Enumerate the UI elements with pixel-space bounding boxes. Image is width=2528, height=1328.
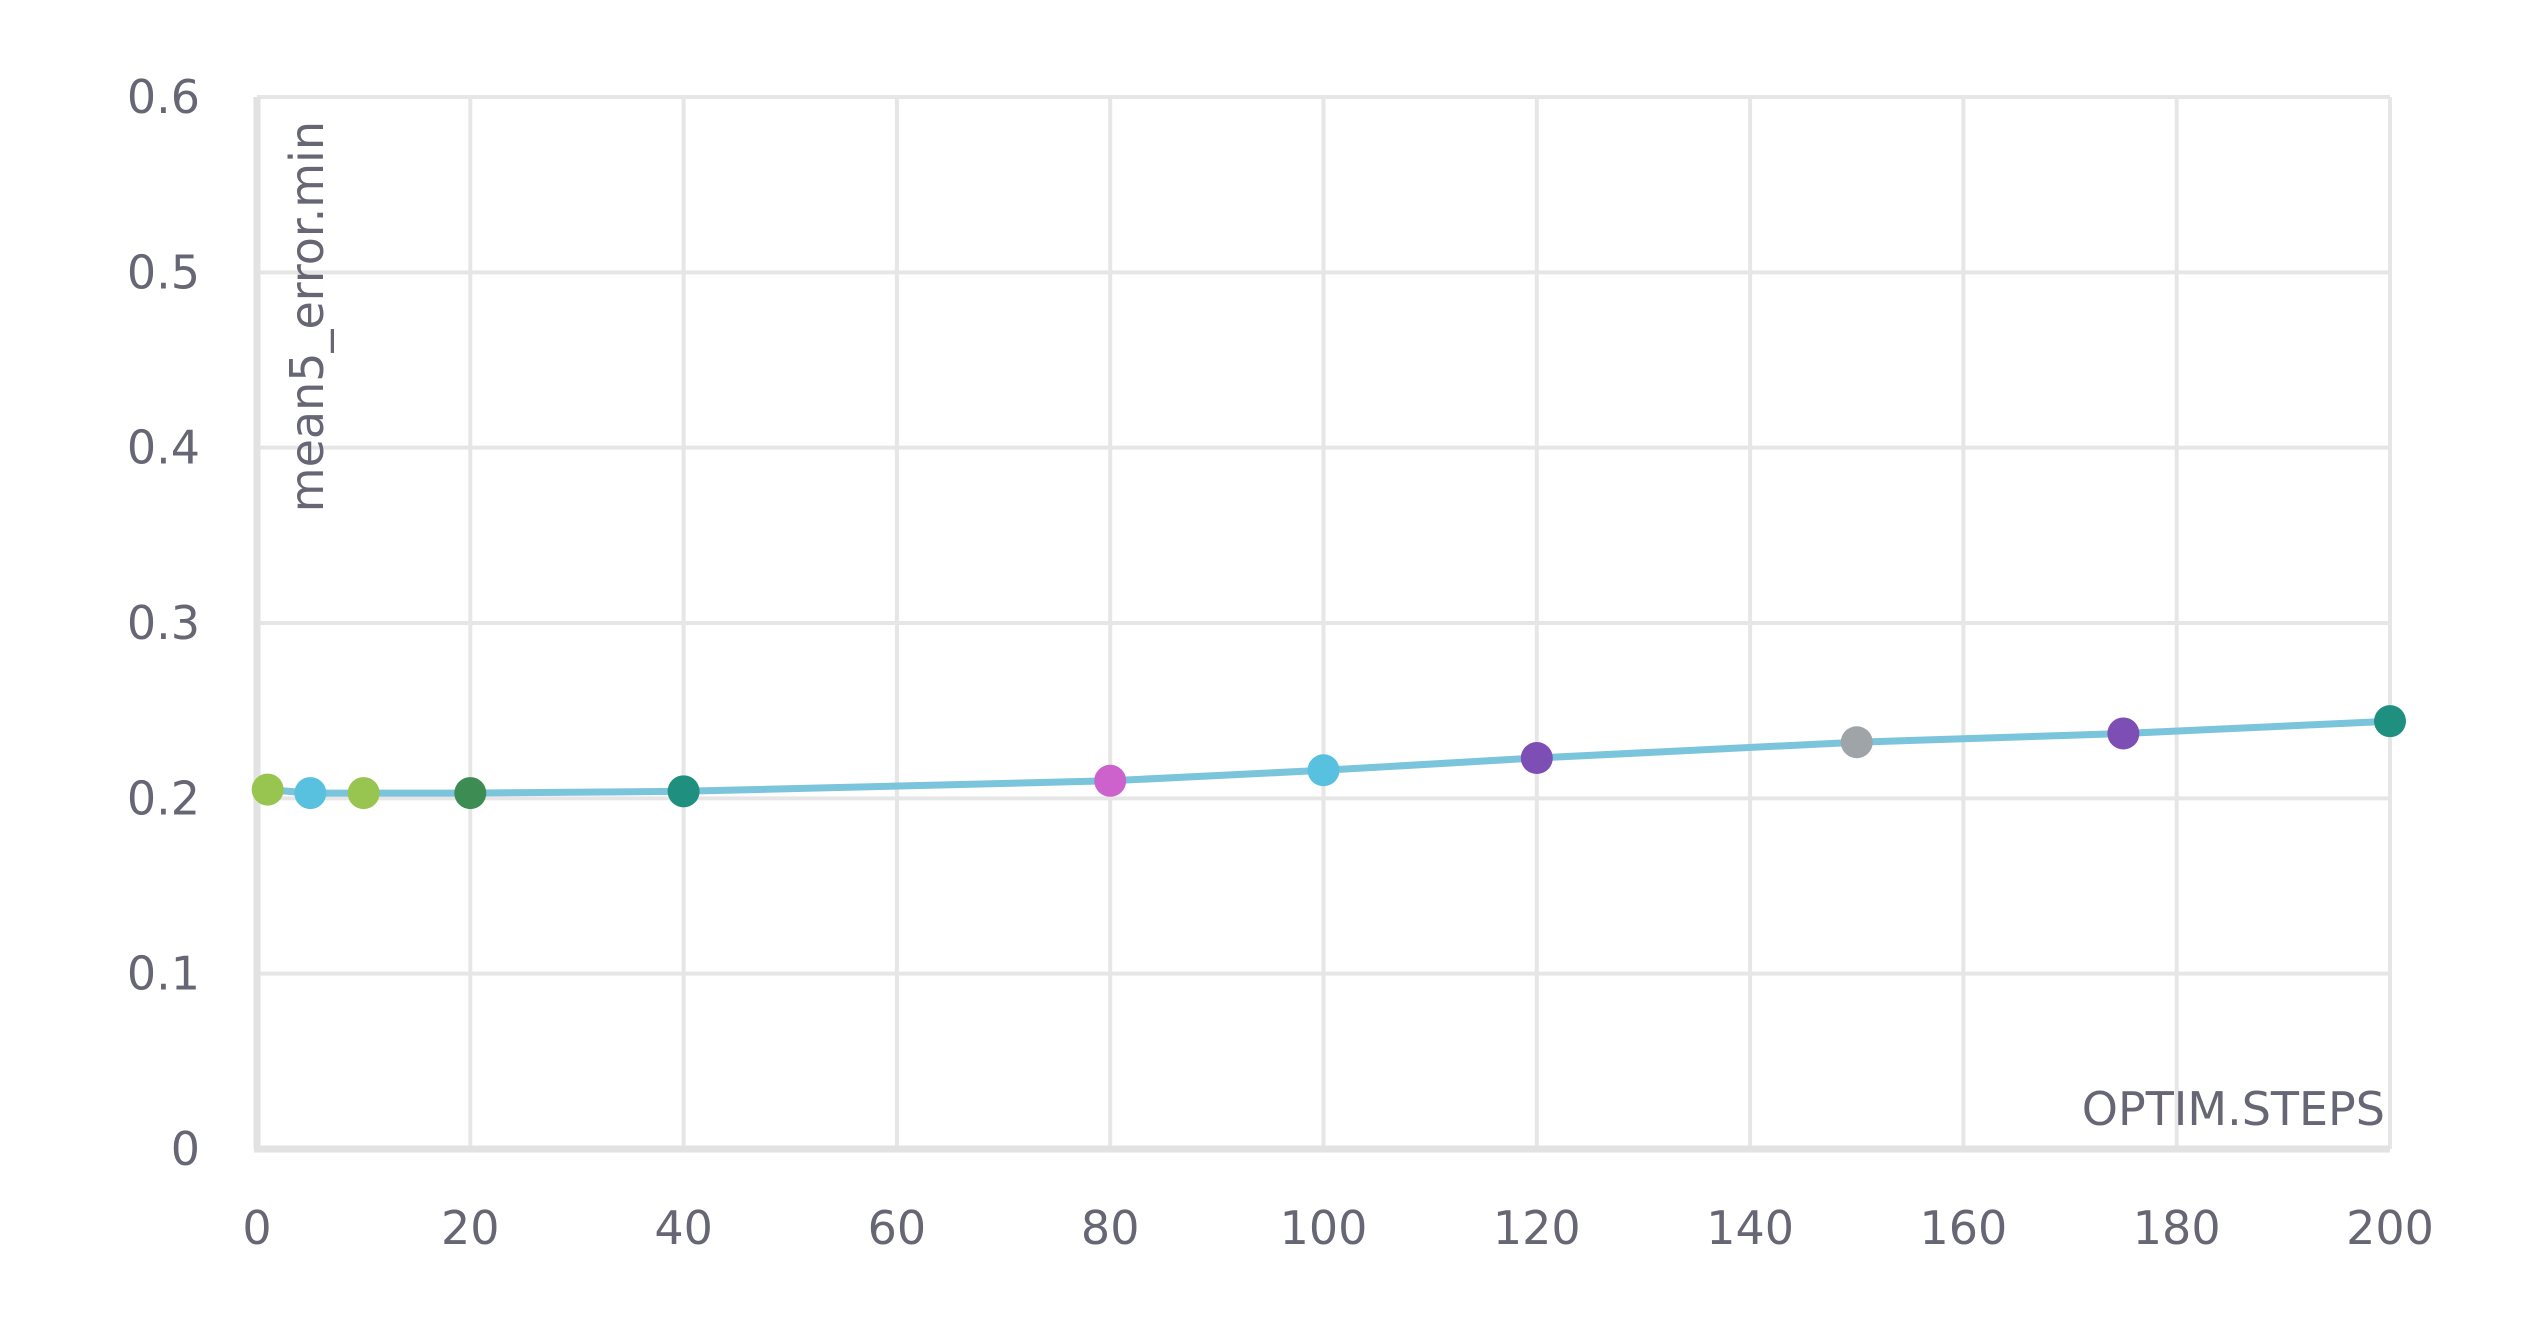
y-tick-label: 0.6 xyxy=(127,70,200,124)
axes xyxy=(253,97,2390,1153)
x-tick-label: 180 xyxy=(2133,1201,2221,1255)
x-tick-label: 0 xyxy=(242,1201,271,1255)
x-tick-label: 80 xyxy=(1081,1201,1140,1255)
data-point[interactable] xyxy=(251,773,284,806)
y-tick-label: 0.5 xyxy=(127,245,200,299)
y-tick-label: 0.4 xyxy=(127,421,200,475)
tick-labels: 0 0.1 0.2 0.3 0.4 0.5 0.6 0 20 40 60 80 100 120 140 160… xyxy=(127,70,2434,1255)
y-axis-title: mean5_error.min xyxy=(280,121,334,512)
y-tick-label: 0.3 xyxy=(127,596,200,650)
y-tick-label: 0.2 xyxy=(127,771,200,825)
data-point[interactable] xyxy=(1094,764,1127,797)
x-tick-label: 20 xyxy=(441,1201,500,1255)
data-point[interactable] xyxy=(1840,726,1873,759)
data-point[interactable] xyxy=(1520,742,1553,775)
x-tick-label: 100 xyxy=(1280,1201,1368,1255)
axis-titles: OPTIM.STEPS mean5_error.min xyxy=(280,121,2385,1136)
data-point[interactable] xyxy=(1307,754,1340,787)
data-point[interactable] xyxy=(347,777,380,810)
x-tick-label: 140 xyxy=(1706,1201,1794,1255)
data-point[interactable] xyxy=(454,777,487,810)
data-point[interactable] xyxy=(2374,705,2406,738)
data-point[interactable] xyxy=(294,777,327,810)
y-tick-label: 0 xyxy=(171,1122,200,1176)
data-point[interactable] xyxy=(2107,717,2140,750)
x-tick-label: 160 xyxy=(1919,1201,2007,1255)
x-tick-label: 120 xyxy=(1493,1201,1581,1255)
x-tick-label: 60 xyxy=(868,1201,927,1255)
x-tick-label: 40 xyxy=(654,1201,713,1255)
series xyxy=(251,705,2406,810)
data-point[interactable] xyxy=(667,775,700,808)
x-axis-title: OPTIM.STEPS xyxy=(2082,1082,2385,1136)
y-tick-label: 0.1 xyxy=(127,947,200,1001)
grid xyxy=(257,95,2392,1149)
x-tick-label: 200 xyxy=(2346,1201,2434,1255)
